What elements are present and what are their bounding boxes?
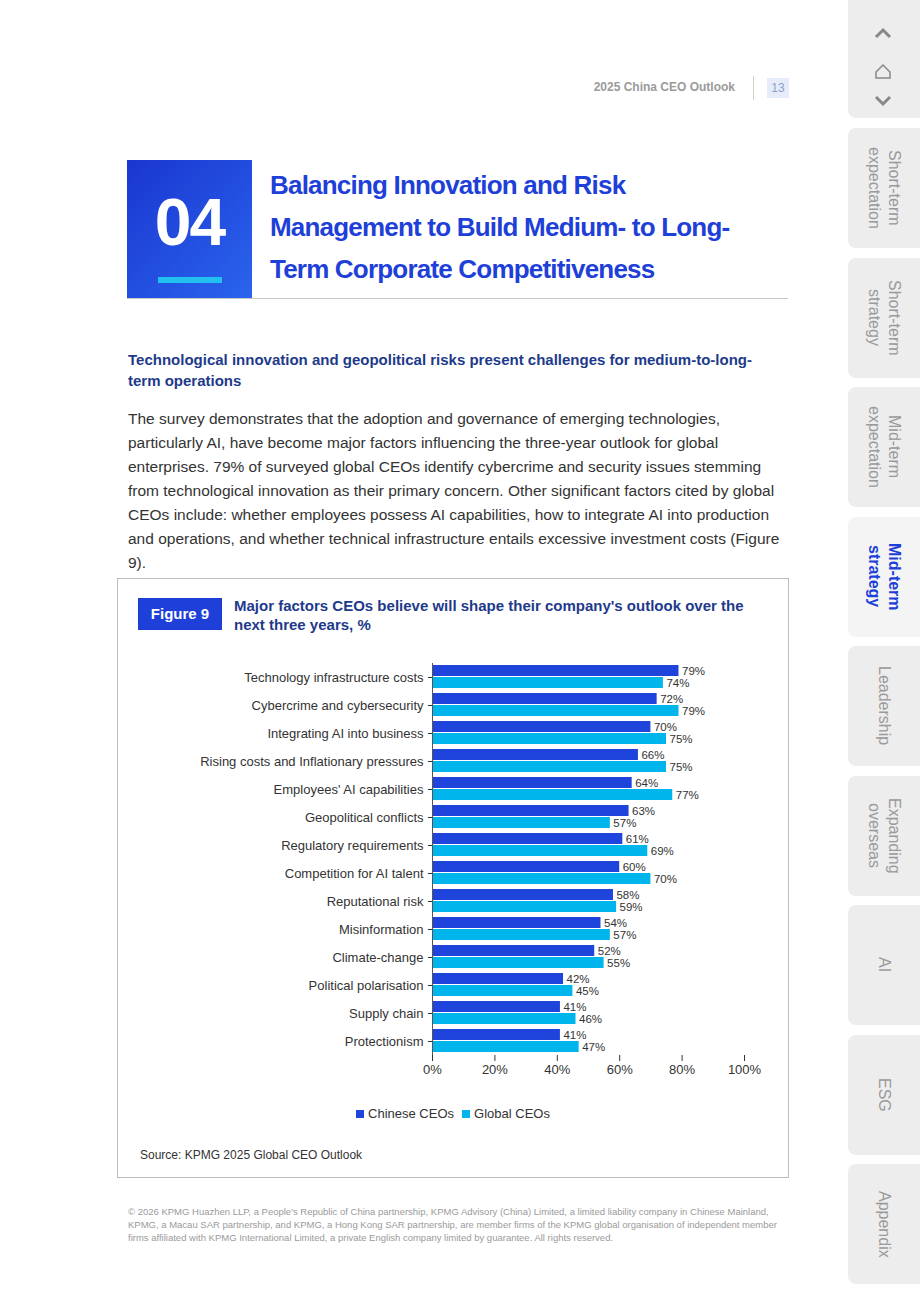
svg-text:63%: 63% [632, 805, 655, 817]
svg-text:77%: 77% [676, 789, 699, 801]
svg-text:57%: 57% [613, 929, 636, 941]
html-text:Chinese CEOs: Chinese CEOs [368, 1106, 454, 1121]
svg-text:54%: 54% [604, 917, 627, 929]
svg-text:Cybercrime and cybersecurity: Cybercrime and cybersecurity [252, 698, 424, 713]
svg-text:80%: 80% [669, 1062, 695, 1077]
svg-text:66%: 66% [641, 749, 664, 761]
svg-text:70%: 70% [654, 873, 677, 885]
svg-text:42%: 42% [567, 973, 590, 985]
html-text:Term Corporate Competitiveness: Term Corporate Competitiveness [270, 254, 655, 284]
html-text:2025 China CEO Outlook: 2025 China CEO Outlook [593, 80, 735, 94]
svg-text:Protectionism: Protectionism [345, 1034, 424, 1049]
html-text:AI: AI [876, 957, 893, 973]
svg-text:Political polarisation: Political polarisation [309, 978, 424, 993]
html-text:Expanding overseas: Expanding overseas [866, 797, 903, 874]
svg-text:60%: 60% [607, 1062, 633, 1077]
svg-text:Rising costs and Inflationary: Rising costs and Inflationary pressures [200, 754, 424, 769]
html-text:Short-term strategy: Short-term strategy [866, 279, 903, 356]
svg-text:41%: 41% [563, 1001, 586, 1013]
html-text:Major factors CEOs believe wil: Major factors CEOs believe will shape th… [234, 597, 744, 633]
svg-text:100%: 100% [728, 1062, 762, 1077]
svg-text:Supply chain: Supply chain [349, 1006, 423, 1021]
html-text:The survey demonstrates that t: The survey demonstrates that the adoptio… [128, 410, 780, 571]
svg-text:79%: 79% [682, 665, 705, 677]
html-text:Short-term expectation: Short-term expectation [866, 147, 903, 229]
html-text:Mid-term expectation: Mid-term expectation [866, 406, 903, 488]
html-text:Source: KPMG 2025 Global CEO O: Source: KPMG 2025 Global CEO Outlook [140, 1148, 363, 1162]
html-text:Management to Build Medium- to: Management to Build Medium- to Long- [270, 212, 730, 242]
svg-text:75%: 75% [670, 761, 693, 773]
html-text:Leadership: Leadership [876, 666, 893, 746]
html-text:04: 04 [154, 185, 225, 259]
html-text:Mid-term strategy: Mid-term strategy [866, 542, 903, 611]
svg-text:40%: 40% [544, 1062, 570, 1077]
svg-text:45%: 45% [576, 985, 599, 997]
svg-text:Regulatory requirements: Regulatory requirements [281, 838, 424, 853]
html-text:© 2026 KPMG Huazhen LLP, a Peo: © 2026 KPMG Huazhen LLP, a People's Repu… [128, 1206, 777, 1243]
html-text:Figure 9: Figure 9 [150, 605, 210, 622]
svg-text:Competition for AI talent: Competition for AI talent [285, 866, 424, 881]
html-text:Appendix: Appendix [876, 1190, 893, 1258]
svg-text:75%: 75% [670, 733, 693, 745]
svg-text:58%: 58% [616, 889, 639, 901]
svg-text:Reputational risk: Reputational risk [327, 894, 424, 909]
svg-text:57%: 57% [613, 817, 636, 829]
svg-text:47%: 47% [582, 1041, 605, 1053]
svg-text:Integrating AI into business: Integrating AI into business [267, 726, 424, 741]
svg-text:59%: 59% [620, 901, 643, 913]
svg-text:61%: 61% [626, 833, 649, 845]
svg-text:46%: 46% [579, 1013, 602, 1025]
svg-text:20%: 20% [482, 1062, 508, 1077]
svg-text:69%: 69% [651, 845, 674, 857]
svg-text:74%: 74% [666, 677, 689, 689]
svg-text:79%: 79% [682, 705, 705, 717]
svg-text:Employees' AI capabilities: Employees' AI capabilities [274, 782, 424, 797]
svg-text:0%: 0% [423, 1062, 442, 1077]
svg-text:41%: 41% [563, 1029, 586, 1041]
svg-text:Misinformation: Misinformation [339, 922, 424, 937]
svg-text:Technology infrastructure cost: Technology infrastructure costs [244, 670, 424, 685]
svg-text:Climate-change: Climate-change [332, 950, 423, 965]
html-text:13: 13 [771, 81, 785, 95]
svg-text:70%: 70% [654, 721, 677, 733]
html-text:Balancing Innovation and Risk: Balancing Innovation and Risk [270, 170, 626, 200]
html-text:ESG: ESG [876, 1077, 893, 1112]
svg-text:55%: 55% [607, 957, 630, 969]
svg-text:72%: 72% [660, 693, 683, 705]
html-text:Global CEOs: Global CEOs [474, 1106, 550, 1121]
svg-text:52%: 52% [598, 945, 621, 957]
svg-text:60%: 60% [623, 861, 646, 873]
svg-text:64%: 64% [635, 777, 658, 789]
html-text:Technological innovation and g: Technological innovation and geopolitica… [128, 351, 752, 389]
svg-text:Geopolitical conflicts: Geopolitical conflicts [305, 810, 424, 825]
